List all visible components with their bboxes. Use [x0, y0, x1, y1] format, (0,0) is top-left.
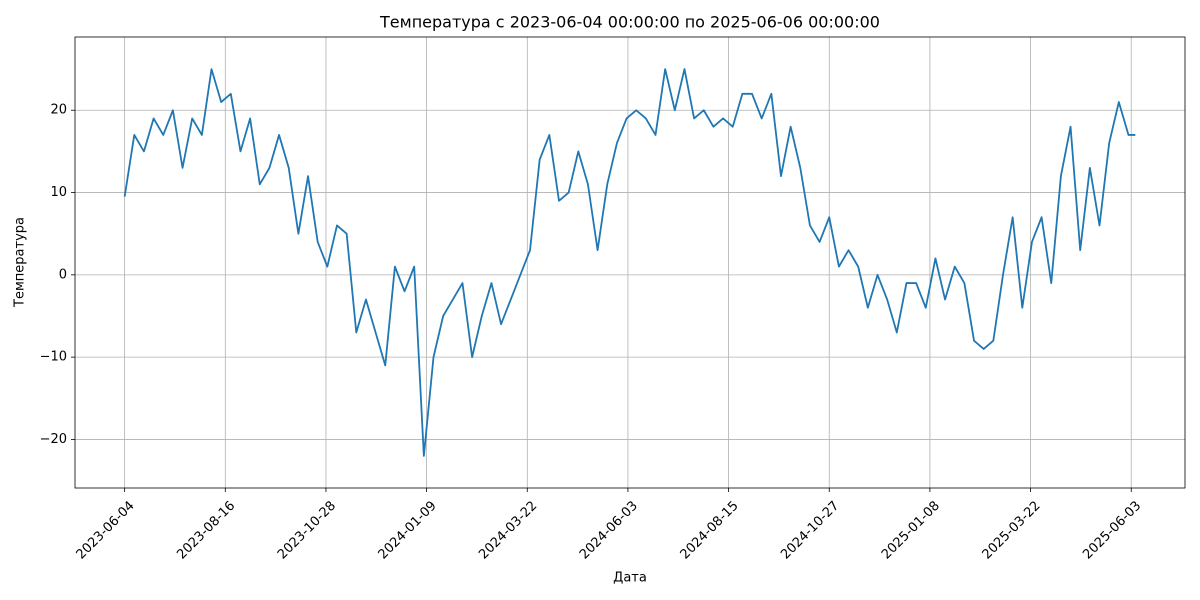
x-tick-label: 2025-03-22: [980, 498, 1044, 562]
y-tick-label: −20: [40, 432, 67, 447]
x-tick-label: 2023-08-16: [174, 498, 238, 562]
x-tick-label: 2024-10-27: [778, 498, 842, 562]
x-tick-label: 2023-06-04: [74, 498, 138, 562]
plot-frame: [74, 36, 1186, 489]
x-tick-label: 2024-03-22: [476, 498, 540, 562]
x-tick-label: 2023-10-28: [275, 498, 339, 562]
y-tick-label: 10: [50, 185, 67, 200]
x-tick-label: 2024-06-03: [577, 498, 641, 562]
data-line: [123, 68, 1136, 457]
x-tick-label: 2024-08-15: [678, 498, 742, 562]
x-tick-label: 2024-01-09: [376, 498, 440, 562]
x-axis-label: Дата: [613, 571, 647, 586]
x-tick-label: 2025-01-08: [879, 498, 943, 562]
y-tick-label: 20: [50, 103, 67, 118]
y-axis-label: Температура: [13, 217, 28, 308]
y-tick-label: 0: [59, 267, 67, 282]
x-tick-label: 2025-06-03: [1080, 498, 1144, 562]
y-tick-label: −10: [40, 350, 67, 365]
chart-title: Температура с 2023-06-04 00:00:00 по 202…: [379, 13, 880, 32]
